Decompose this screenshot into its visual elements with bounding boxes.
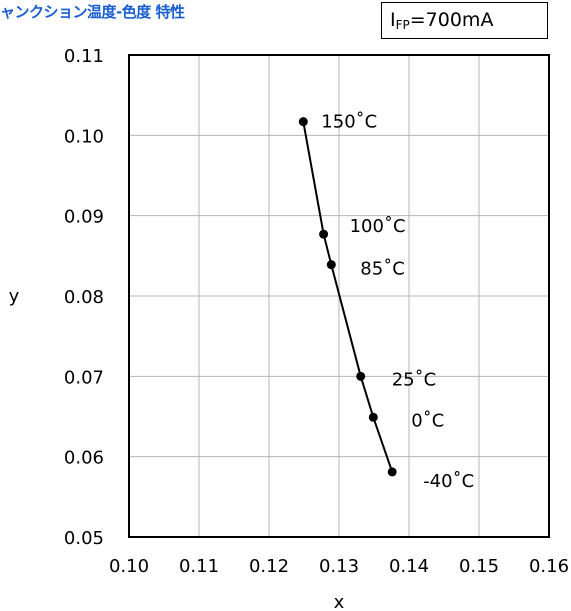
x-tick-label: 0.11 — [179, 556, 219, 577]
data-point — [387, 467, 397, 477]
x-tick-labels: 0.10 0.11 0.12 0.13 0.14 0.15 0.16 — [109, 556, 569, 577]
y-tick-label: 0.06 — [64, 448, 104, 469]
chart-title: ャンクション温度-色度 特性 — [0, 3, 185, 21]
data-point — [319, 229, 329, 239]
x-tick-label: 0.15 — [459, 556, 499, 577]
plot-frame — [128, 54, 550, 538]
x-axis-title: x — [334, 592, 345, 611]
condition-subscript: FP — [395, 18, 410, 32]
x-tick-label: 0.12 — [249, 556, 289, 577]
series-group: 150˚C 100˚C 85˚C 25˚C 0˚C -40˚C — [298, 112, 474, 492]
condition-box: IFP=700mA — [381, 2, 548, 39]
data-point — [356, 371, 366, 381]
data-point — [298, 117, 308, 127]
y-tick-label: 0.11 — [64, 46, 104, 67]
point-label: 0˚C — [411, 410, 444, 431]
y-tick-label: 0.10 — [64, 126, 104, 147]
point-label: 25˚C — [392, 369, 436, 390]
y-tick-label: 0.09 — [64, 207, 104, 228]
y-tick-labels: 0.05 0.06 0.07 0.08 0.09 0.10 0.11 — [64, 46, 104, 549]
x-tick-label: 0.10 — [109, 556, 149, 577]
data-point — [326, 260, 336, 270]
y-tick-label: 0.05 — [64, 528, 104, 549]
data-point — [368, 412, 378, 422]
point-label: -40˚C — [423, 471, 474, 492]
x-tick-label: 0.13 — [319, 556, 359, 577]
grid-lines — [129, 55, 549, 537]
condition-symbol: I — [390, 9, 396, 31]
x-tick-label: 0.16 — [529, 556, 569, 577]
point-label: 100˚C — [350, 216, 406, 237]
series-line — [302, 121, 394, 473]
y-tick-label: 0.07 — [64, 367, 104, 388]
x-tick-label: 0.14 — [389, 556, 429, 577]
y-axis-title: y — [9, 286, 20, 307]
point-label: 85˚C — [360, 259, 404, 280]
point-label: 150˚C — [321, 112, 377, 133]
condition-value: =700mA — [409, 9, 494, 31]
y-tick-label: 0.08 — [64, 287, 104, 308]
